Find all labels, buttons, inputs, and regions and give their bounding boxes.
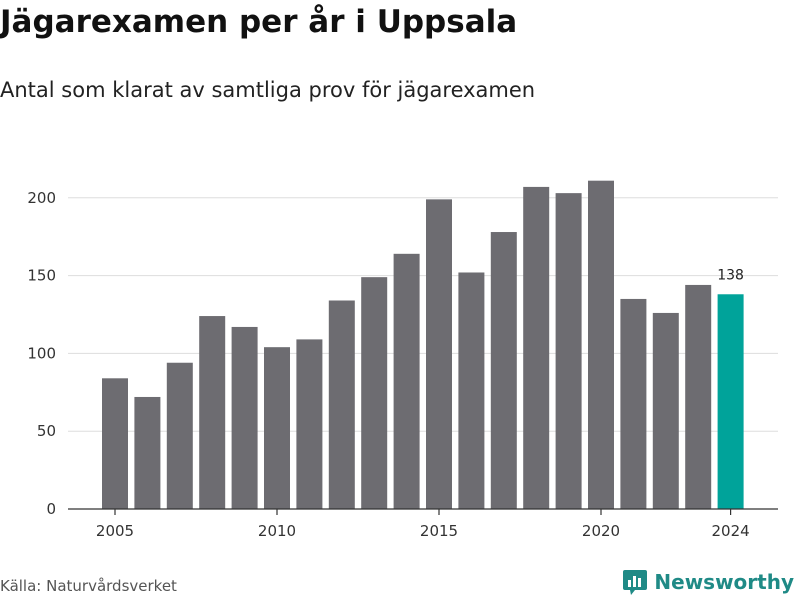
x-tick-label: 2010 <box>258 522 296 540</box>
bar-2006 <box>134 396 161 509</box>
x-axis-ticks: 2005 2010 2015 2020 2024 <box>96 509 750 540</box>
bar-2005 <box>102 378 128 509</box>
bar-2023 <box>685 284 712 509</box>
bar-2018 <box>523 186 550 509</box>
bar-2022 <box>652 312 679 509</box>
x-tick-label: 2020 <box>582 522 620 540</box>
data-labels: 138 <box>717 267 744 283</box>
bar-2016 <box>458 272 485 509</box>
bar-2010 <box>264 347 290 509</box>
bar-2015 <box>426 199 452 509</box>
chart-title: Jägarexamen per år i Uppsala <box>0 4 518 40</box>
source-note: Källa: Naturvårdsverket <box>0 577 177 595</box>
x-tick-label: 2005 <box>96 522 134 540</box>
bar-2013 <box>361 277 388 509</box>
bar-2012 <box>328 300 355 509</box>
bar-chart: 0 50 100 150 200 2005 2010 2015 2020 2024 138 <box>27 180 778 540</box>
y-axis-ticks: 0 50 100 150 200 <box>27 189 56 518</box>
y-tick-label: 0 <box>46 500 56 518</box>
y-tick-label: 200 <box>27 189 56 207</box>
y-tick-label: 50 <box>37 422 56 440</box>
bar-2009 <box>231 326 258 509</box>
y-tick-label: 150 <box>27 267 56 285</box>
bar-2024 <box>717 294 744 509</box>
bars <box>102 180 744 510</box>
bar-2011 <box>296 339 323 509</box>
bar-2008 <box>199 316 226 509</box>
brand-name: Newsworthy <box>654 570 794 594</box>
y-tick-label: 100 <box>27 344 56 362</box>
bar-2017 <box>490 232 517 510</box>
x-tick-label: 2015 <box>420 522 458 540</box>
x-tick-label: 2024 <box>712 522 750 540</box>
data-label-2024: 138 <box>717 267 744 283</box>
brand: Newsworthy <box>622 568 794 596</box>
bar-2007 <box>166 362 193 509</box>
chart-subtitle: Antal som klarat av samtliga prov för jä… <box>0 78 536 102</box>
bar-2019 <box>555 193 582 509</box>
bar-2021 <box>620 298 647 509</box>
newsworthy-logo-icon <box>623 570 648 595</box>
bar-2014 <box>393 253 420 509</box>
bar-2020 <box>588 180 614 509</box>
